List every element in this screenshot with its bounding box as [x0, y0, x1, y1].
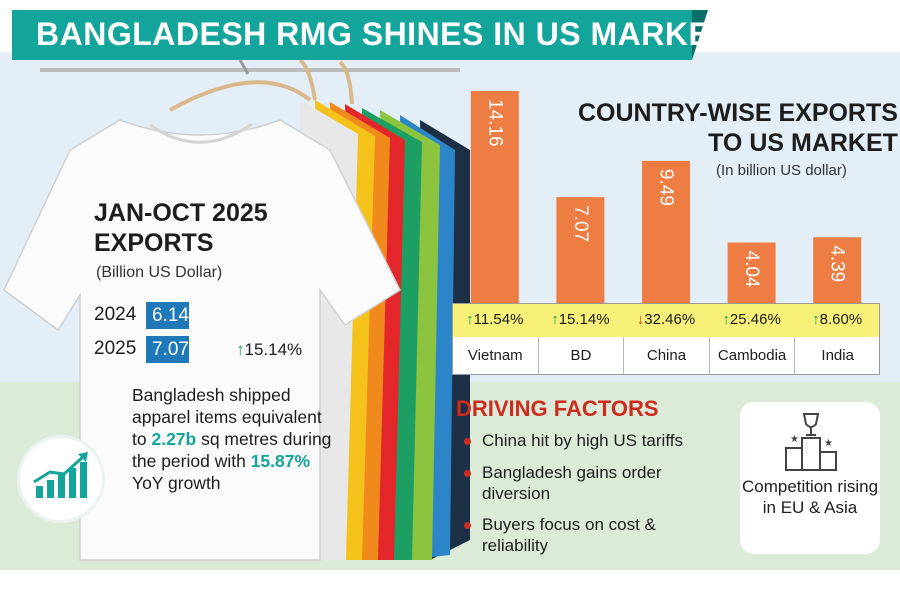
- bar-value-label: 9.49: [656, 169, 677, 206]
- factor-text: Buyers focus on cost & reliability: [482, 515, 656, 555]
- year-2025-label: 2025: [94, 338, 137, 359]
- chart-subtitle: (In billion US dollar): [716, 162, 847, 179]
- chart-title: COUNTRY-WISE EXPORTS TO US MARKET: [578, 98, 898, 158]
- up-arrow-icon: ↑: [722, 311, 730, 328]
- down-arrow-icon: ↓: [636, 311, 645, 328]
- svg-text:★: ★: [790, 434, 799, 445]
- bullet-icon: [464, 438, 471, 445]
- growth-chart-icon: [20, 438, 102, 520]
- note-area-value: 2.27b: [151, 429, 197, 449]
- growth-value: 25.46%: [729, 311, 781, 328]
- bar-value-label: 4.39: [827, 245, 848, 282]
- country-label: India: [794, 337, 880, 375]
- country-label: BD: [537, 337, 624, 375]
- year-2025-value: 7.07: [146, 336, 189, 363]
- bar-cambodia: [727, 242, 776, 303]
- country-label: Cambodia: [708, 337, 795, 375]
- growth-cell: ↑8.60%: [794, 303, 880, 337]
- exports-growth: ↑15.14%: [236, 340, 302, 360]
- note-growth-value: 15.87%: [250, 451, 311, 471]
- country-label: China: [623, 337, 709, 375]
- up-arrow-icon: ↑: [466, 311, 474, 328]
- factor-text: Bangladesh gains order diversion: [482, 463, 662, 503]
- bar-value-label: 7.07: [570, 205, 591, 242]
- exports-growth-value: 15.14%: [244, 340, 303, 359]
- year-2024-value: 6.14: [146, 302, 189, 329]
- growth-value: 11.54%: [473, 311, 524, 328]
- growth-cell: ↑25.46%: [709, 303, 795, 337]
- exports-heading-line1: JAN-OCT 2025: [94, 199, 268, 227]
- bullet-icon: [464, 522, 471, 529]
- growth-value: 8.60%: [819, 311, 863, 328]
- driving-factors-title: DRIVING FACTORS: [456, 396, 659, 421]
- year-2024-label: 2024: [94, 304, 137, 325]
- banner-fold: [692, 10, 708, 60]
- note-part-1: Bangladesh shipped apparel items equival…: [132, 385, 322, 449]
- exports-heading: JAN-OCT 2025 EXPORTS: [94, 198, 268, 258]
- growth-row: [452, 303, 880, 337]
- chart-title-line1: COUNTRY-WISE EXPORTS: [578, 99, 898, 127]
- bar-india: [813, 237, 862, 303]
- svg-text:★: ★: [824, 438, 833, 449]
- podium-trophy-icon: ★ ★: [785, 413, 837, 471]
- growth-cell: ↑11.54%: [452, 303, 538, 337]
- exports-unit: (Billion US Dollar): [96, 264, 223, 281]
- factor-text: China hit by high US tariffs: [482, 431, 683, 450]
- up-arrow-icon: ↑: [812, 311, 820, 328]
- growth-value: 15.14%: [558, 311, 610, 328]
- exports-heading-line2: EXPORTS: [94, 229, 214, 257]
- bar-vietnam: [470, 91, 519, 303]
- country-table-border: [452, 303, 880, 375]
- competition-text: Competition rising in EU & Asia: [741, 477, 879, 517]
- bar-value-label: 14.16: [484, 99, 505, 147]
- up-arrow-icon: ↑: [551, 311, 559, 328]
- bullet-icon: [464, 470, 471, 477]
- note-part-3: sq metres during the period with: [132, 429, 332, 471]
- competition-card: ★ ★: [740, 402, 880, 554]
- bar-china: [642, 160, 690, 303]
- bar-bd: [556, 197, 605, 303]
- note-part-5: YoY growth: [132, 473, 221, 493]
- page-title: BANGLADESH RMG SHINES IN US MARKET: [36, 16, 731, 52]
- up-arrow-icon: ↑: [236, 340, 245, 359]
- chart-title-line2: TO US MARKET: [708, 129, 898, 157]
- apparel-note: Bangladesh shipped apparel items equival…: [132, 384, 332, 494]
- growth-value: 32.46%: [644, 311, 696, 328]
- growth-cell: ↑15.14%: [538, 303, 624, 337]
- country-label: Vietnam: [452, 337, 538, 375]
- bar-value-label: 4.04: [741, 251, 762, 288]
- title-banner: [12, 10, 692, 60]
- growth-cell: ↓32.46%: [623, 303, 709, 337]
